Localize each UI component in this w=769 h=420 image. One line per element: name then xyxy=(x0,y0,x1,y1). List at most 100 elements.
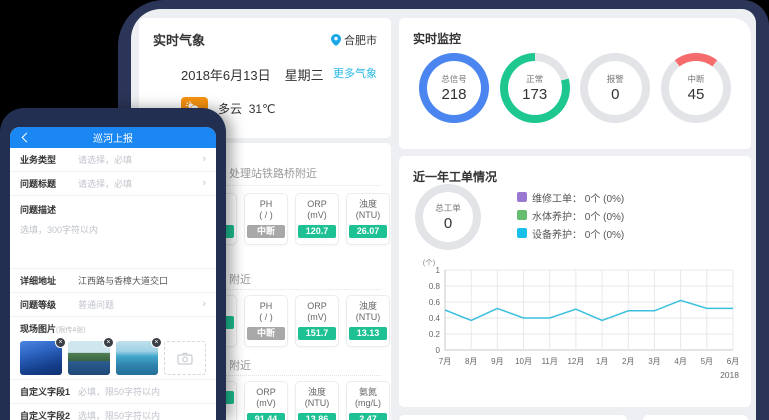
photos-limit-note: (限传4张) xyxy=(56,327,86,334)
legend-color-swatch xyxy=(517,228,527,238)
field-placeholder: 请选择，必填 xyxy=(78,155,133,165)
camera-icon xyxy=(177,352,193,365)
svg-text:0: 0 xyxy=(436,346,441,355)
dashboard-content: 实时气象 合肥市 2018年6月13日 星期三 更多气象 xyxy=(131,9,756,420)
weather-weekday: 星期三 xyxy=(284,68,324,83)
legend-item: 设备养护： 0个 (0%) xyxy=(517,224,624,242)
sensor-value-badge: 91.44 xyxy=(247,413,285,420)
station-divider xyxy=(193,185,381,186)
svg-text:1月: 1月 xyxy=(596,357,608,366)
sensor-label: 浊度 xyxy=(358,199,377,209)
weather-date-row: 2018年6月13日 星期三 更多气象 xyxy=(181,65,377,84)
sensor-label: PH xyxy=(259,199,273,209)
bottom-card-stub-right xyxy=(643,415,748,420)
back-button[interactable] xyxy=(18,127,34,148)
sensor-card: PH( / ) 中断 xyxy=(244,193,288,245)
chevron-right-icon: › xyxy=(202,153,206,165)
field-issue-level[interactable]: 问题等级 普通问题 › xyxy=(10,293,216,317)
svg-text:9月: 9月 xyxy=(491,357,503,366)
monitor-donut: 正常 173 xyxy=(499,53,570,123)
sensor-label: 氨氮 xyxy=(358,387,377,397)
site-photo-thumbnail[interactable]: × xyxy=(20,337,66,375)
field-custom-1[interactable]: 自定义字段1 必填，限50字符以内 xyxy=(10,380,216,404)
sensor-label: ORP xyxy=(307,301,327,311)
add-photo-button[interactable] xyxy=(163,341,207,375)
station-title: 附近 xyxy=(229,360,251,372)
field-label: 详细地址 xyxy=(20,276,57,286)
sensor-unit: (NTU) xyxy=(355,312,381,322)
legend-text: 水体养护： 0个 (0%) xyxy=(532,211,625,223)
remove-photo-button[interactable]: × xyxy=(102,337,114,348)
field-label: 自定义字段1 xyxy=(20,387,71,397)
sensor-card: 氨氮 (mg/L) 2.47 xyxy=(346,381,390,420)
monitor-donut: 总信号 218 xyxy=(419,53,489,123)
svg-text:2月: 2月 xyxy=(622,357,634,366)
sensor-value-badge: 151.7 xyxy=(298,327,336,340)
svg-text:12月: 12月 xyxy=(567,357,584,366)
svg-text:7月: 7月 xyxy=(439,357,451,366)
weather-title: 实时气象 xyxy=(153,33,206,48)
donut-label: 报警 xyxy=(606,74,624,84)
station-title: 处理站铁路桥附近 xyxy=(229,168,317,180)
svg-text:1: 1 xyxy=(436,266,441,275)
donut-value: 173 xyxy=(522,86,548,103)
field-label: 问题描述 xyxy=(20,205,57,215)
field-custom-2[interactable]: 自定义字段2 选填，限50字符以内 xyxy=(10,404,216,420)
workorders-card: 近一年工单情况 总工单 0 维修工单： 0个 (0%) 水体养护： 0个 (0%)… xyxy=(399,156,751,407)
description-textarea[interactable] xyxy=(20,236,206,268)
more-weather-link[interactable]: 更多气象 xyxy=(333,68,377,80)
sensor-unit: (NTU) xyxy=(304,398,330,408)
sensor-value-badge: 中断 xyxy=(247,327,285,340)
total-workorders-label: 总工单 xyxy=(435,203,461,213)
svg-text:6月: 6月 xyxy=(727,357,739,366)
total-workorders-value: 0 xyxy=(443,215,453,232)
svg-text:11月: 11月 xyxy=(542,357,558,366)
weather-date: 2018年6月13日 xyxy=(181,68,271,83)
donut-value: 0 xyxy=(611,86,620,103)
field-site-photos: 现场图片(限传4张) × × × xyxy=(10,317,216,380)
sensor-unit: (NTU) xyxy=(355,210,381,220)
svg-text:5月: 5月 xyxy=(701,357,713,366)
remove-photo-button[interactable]: × xyxy=(150,337,162,348)
app-header: 巡河上报 xyxy=(10,127,216,148)
back-chevron-icon xyxy=(21,132,31,143)
phone-screen: 巡河上报 业务类型 请选择，必填 › 问题标题 请选择，必填 › 问题描述 选填… xyxy=(10,127,216,420)
donut-label: 中断 xyxy=(687,74,705,84)
sensor-label: 浊度 xyxy=(307,387,326,397)
field-issue-description[interactable]: 问题描述 选填，300字符以内 xyxy=(10,196,216,269)
svg-text:8月: 8月 xyxy=(465,357,477,366)
donut-text: 正常 173 xyxy=(500,53,570,123)
site-photo-thumbnail[interactable]: × xyxy=(67,337,114,375)
city-selector[interactable]: 合肥市 xyxy=(331,32,377,48)
workorders-line-chart: 0 0.2 0.4 0.6 0.8 1 7月 8月 9月 10月 11月 12月 1月 2月 3月 4月 5月 6… xyxy=(407,258,747,404)
legend-text: 维修工单： 0个 (0%) xyxy=(532,193,625,205)
svg-text:10月: 10月 xyxy=(515,357,532,366)
sensor-card: 浊度 (NTU) 13.13 xyxy=(346,295,390,347)
sensor-card: 浊度 (NTU) 26.07 xyxy=(346,193,390,245)
field-business-type[interactable]: 业务类型 请选择，必填 › xyxy=(10,148,216,172)
svg-text:0.4: 0.4 xyxy=(429,314,441,323)
field-label: 自定义字段2 xyxy=(20,411,71,420)
legend-color-swatch xyxy=(517,192,527,202)
dashboard-frame: 实时气象 合肥市 2018年6月13日 星期三 更多气象 xyxy=(118,0,769,420)
realtime-monitor-card: 实时监控 总信号 218 正常 173 报警 0 中断 45 xyxy=(399,18,751,149)
field-placeholder: 选填，限50字符以内 xyxy=(78,411,161,420)
station-title: 附近 xyxy=(229,274,251,286)
phone-mockup-frame: 巡河上报 业务类型 请选择，必填 › 问题标题 请选择，必填 › 问题描述 选填… xyxy=(0,108,226,420)
donut-text: 总信号 218 xyxy=(419,53,489,123)
legend-text: 设备养护： 0个 (0%) xyxy=(532,229,625,241)
field-placeholder: 普通问题 xyxy=(78,300,115,310)
sensor-card: ORP (mV) 120.7 xyxy=(295,193,339,245)
donut-value: 45 xyxy=(687,86,705,103)
field-issue-title[interactable]: 问题标题 请选择，必填 › xyxy=(10,172,216,196)
sensor-value-badge: 2.47 xyxy=(349,413,387,420)
field-label: 问题标题 xyxy=(20,179,57,189)
site-photo-thumbnail[interactable]: × xyxy=(115,337,162,375)
city-label: 合肥市 xyxy=(344,34,377,47)
svg-text:4月: 4月 xyxy=(674,357,686,366)
field-placeholder: 必填，限50字符以内 xyxy=(78,387,161,397)
sensor-value-badge: 13.13 xyxy=(349,327,387,340)
app-title: 巡河上报 xyxy=(93,134,133,145)
field-address[interactable]: 详细地址 江西路与香樟大道交口 xyxy=(10,269,216,293)
remove-photo-button[interactable]: × xyxy=(54,337,66,348)
